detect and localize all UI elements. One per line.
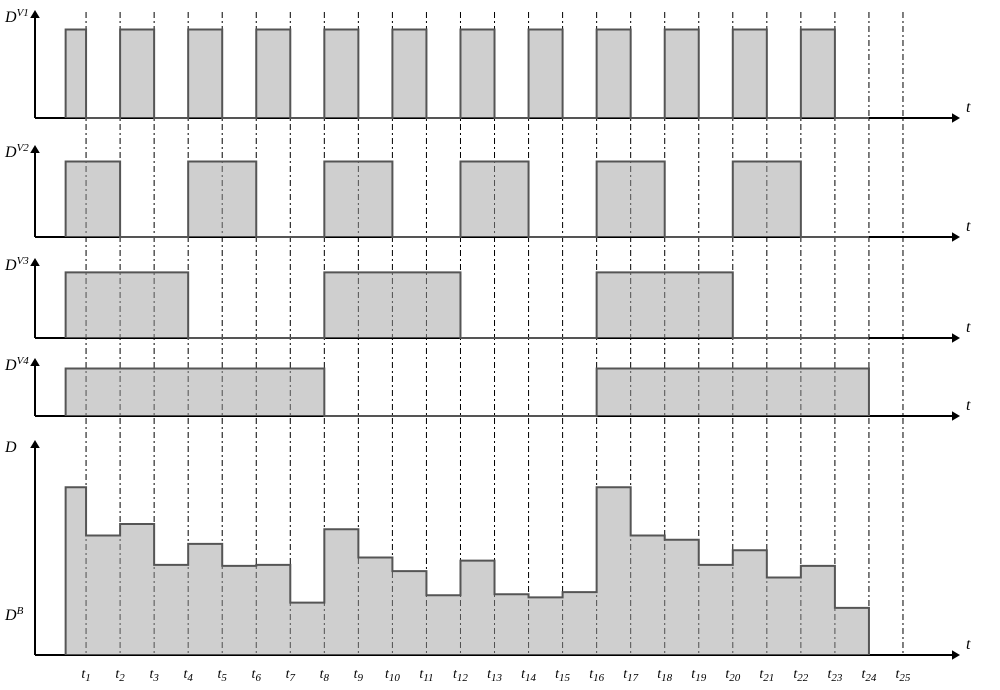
- trace-fill: [66, 29, 869, 118]
- x-axis-label: t: [966, 397, 971, 414]
- y-axis-label: DV4: [4, 355, 29, 374]
- arrowhead: [30, 358, 40, 366]
- x-tick-label: t16: [589, 667, 604, 684]
- panel-dv4: DV4 t: [4, 355, 971, 416]
- x-tick-label: t9: [354, 667, 364, 684]
- x-tick-label: t17: [623, 667, 638, 684]
- arrowhead: [952, 232, 960, 242]
- arrowhead: [952, 113, 960, 123]
- timing-diagram: DV1tDV2tDV3tDV4tDDBtt1t2t3t4t5t6t7t8t9t1…: [0, 0, 1000, 690]
- x-axis-label: t: [966, 636, 971, 653]
- x-tick-label: t12: [453, 667, 468, 684]
- x-tick-label: t23: [827, 667, 842, 684]
- x-tick-label: t24: [861, 667, 876, 684]
- x-axis-label: t: [966, 99, 971, 116]
- x-tick-labels: t1 t2 t3 t4 t5 t6 t7 t8 t9 t10 t11 t12 t13 t14 t15 t16 t…: [81, 667, 911, 684]
- x-tick-label: t11: [419, 667, 433, 684]
- x-tick-label: t22: [793, 667, 808, 684]
- trace-fill: [66, 487, 869, 655]
- arrowhead: [952, 333, 960, 343]
- trace-fill: [66, 162, 869, 237]
- arrowhead: [30, 10, 40, 18]
- x-axis-label: t: [966, 319, 971, 336]
- x-tick-label: t2: [115, 667, 125, 684]
- arrowhead: [30, 440, 40, 448]
- x-tick-label: t14: [521, 667, 536, 684]
- x-axis-label: t: [966, 218, 971, 235]
- x-tick-label: t3: [149, 667, 159, 684]
- x-tick-label: t1: [81, 667, 90, 684]
- y-axis-label-2: DB: [4, 605, 24, 624]
- x-tick-label: t25: [896, 667, 911, 684]
- x-tick-label: t10: [385, 667, 400, 684]
- panel-dv1: DV1 t: [4, 7, 971, 118]
- x-tick-label: t6: [252, 667, 262, 684]
- trace-fill: [66, 368, 869, 416]
- panel-dv3: DV3 t: [4, 255, 971, 338]
- x-tick-label: t7: [286, 667, 296, 684]
- x-tick-label: t21: [759, 667, 774, 684]
- x-tick-label: t15: [555, 667, 570, 684]
- panel-dv2: DV2 t: [4, 142, 971, 237]
- trace-fill: [66, 272, 869, 338]
- y-axis-label: DV3: [4, 255, 29, 274]
- x-tick-label: t18: [657, 667, 672, 684]
- x-tick-label: t13: [487, 667, 502, 684]
- arrowhead: [952, 411, 960, 421]
- panel-sum: D DB t: [4, 439, 971, 655]
- y-axis-label: DV1: [4, 7, 29, 26]
- x-tick-label: t20: [725, 667, 740, 684]
- x-tick-label: t4: [183, 667, 193, 684]
- x-tick-label: t5: [218, 667, 228, 684]
- x-tick-label: t19: [691, 667, 706, 684]
- y-axis-label: DV2: [4, 142, 29, 161]
- arrowhead: [952, 650, 960, 660]
- x-tick-label: t8: [320, 667, 330, 684]
- y-axis-label: D: [4, 439, 17, 456]
- arrowhead: [30, 145, 40, 153]
- arrowhead: [30, 258, 40, 266]
